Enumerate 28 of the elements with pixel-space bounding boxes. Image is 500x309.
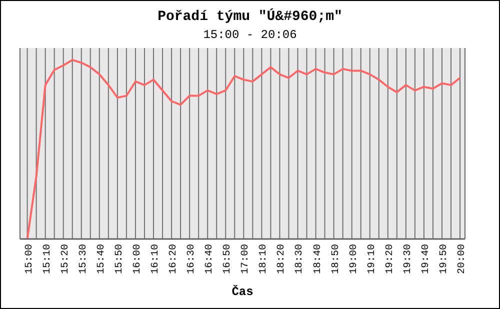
- chart-subtitle: 15:00 - 20:06: [203, 28, 297, 42]
- x-tick-label: 19:10: [366, 244, 378, 274]
- x-tick-label: 16:20: [168, 244, 180, 274]
- x-tick-label: 16:30: [186, 244, 198, 274]
- x-tick-label: 15:50: [114, 244, 126, 274]
- x-tick-label: 16:50: [222, 244, 234, 274]
- x-tick-label: 16:00: [132, 244, 144, 274]
- x-tick-label: 18:40: [312, 244, 324, 274]
- x-tick-label: 18:30: [294, 244, 306, 274]
- x-tick-label: 17:00: [240, 244, 252, 274]
- x-tick-label: 15:10: [42, 244, 54, 274]
- x-axis-title: Čas: [232, 285, 254, 299]
- x-tick-label: 16:10: [150, 244, 162, 274]
- x-tick-label: 19:50: [438, 244, 450, 274]
- x-tick-label: 18:50: [330, 244, 342, 274]
- x-tick-label: 15:40: [96, 244, 108, 274]
- x-tick-label: 18:10: [258, 244, 270, 274]
- x-tick-label: 20:00: [457, 244, 468, 274]
- chart-title: Pořadí týmu "Ú&#960;m": [158, 8, 342, 25]
- x-tick-label: 19:20: [384, 244, 396, 274]
- x-tick-label: 15:30: [78, 244, 90, 274]
- x-tick-label: 19:00: [348, 244, 360, 274]
- x-tick-label: 18:20: [276, 244, 288, 274]
- x-tick-label: 16:40: [204, 244, 216, 274]
- x-tick-label: 19:40: [420, 244, 432, 274]
- x-tick-label: 19:30: [402, 244, 414, 274]
- x-tick-label: 15:00: [24, 244, 36, 274]
- x-tick-label: 15:20: [60, 244, 72, 274]
